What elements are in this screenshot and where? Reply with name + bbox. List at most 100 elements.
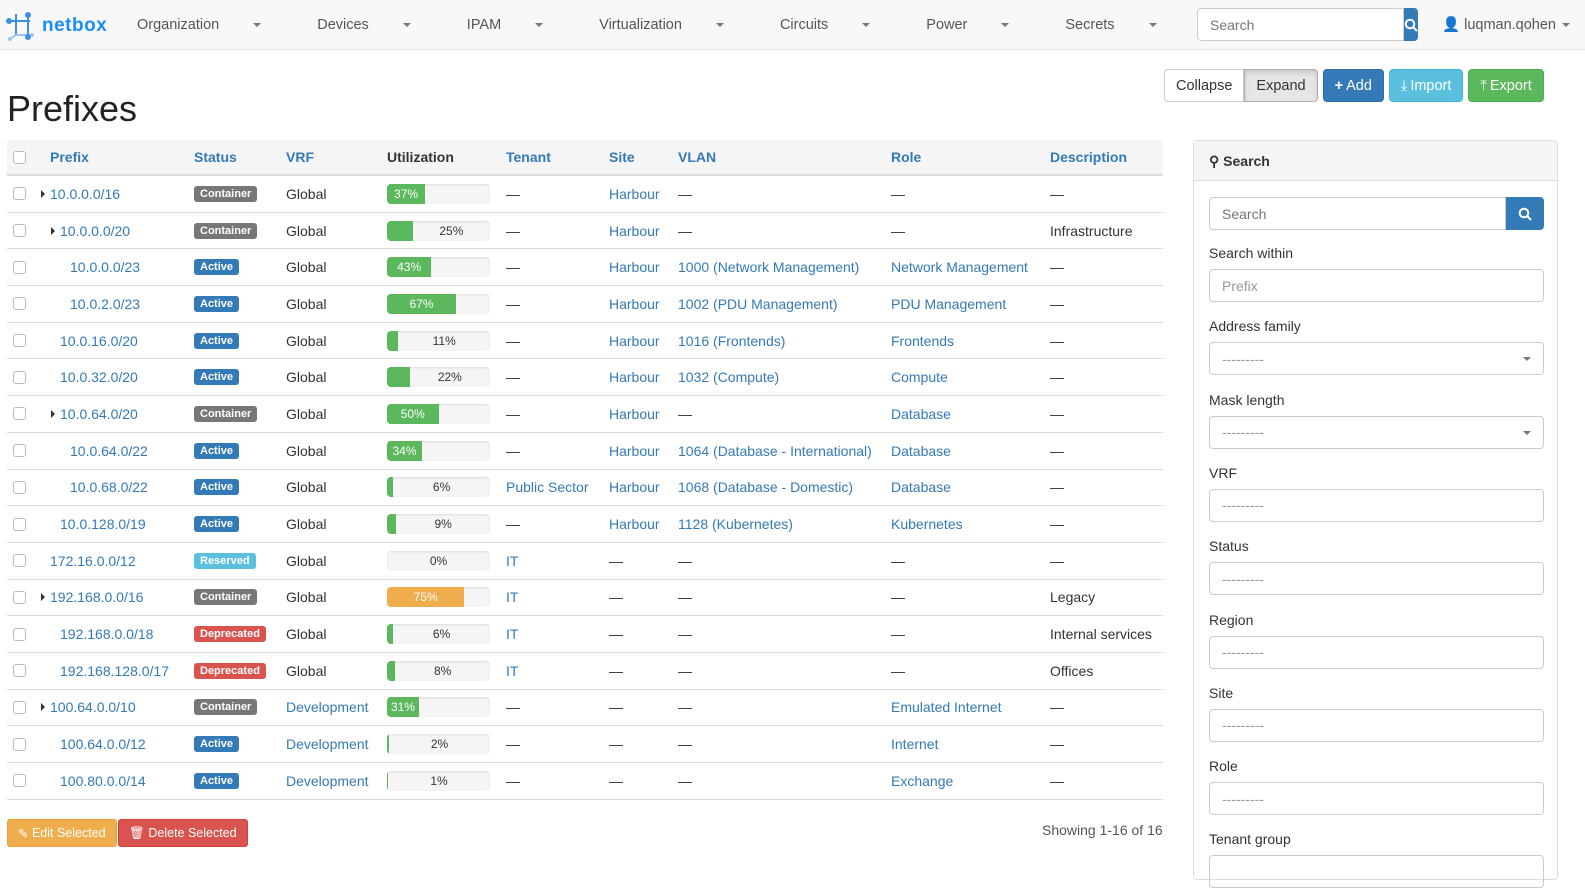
row-checkbox[interactable] [13,480,26,494]
tenant-cell[interactable]: IT [506,589,519,606]
role-cell[interactable]: Network Management [891,259,1028,276]
column-header-status[interactable]: Status [194,149,237,165]
vrf-cell[interactable]: Development [286,699,369,716]
row-checkbox[interactable] [13,664,26,678]
menu-ipam[interactable]: IPAM [467,17,571,33]
prefix-link[interactable]: 10.0.64.0/20 [60,405,138,422]
row-checkbox[interactable] [13,260,26,274]
site-cell[interactable]: Harbour [609,332,660,349]
row-checkbox[interactable] [13,407,26,421]
expand-caret-icon[interactable] [41,189,45,198]
vlan-cell[interactable]: 1068 (Database - Domestic) [678,479,854,496]
role-cell[interactable]: Database [891,442,951,459]
role-cell[interactable]: Frontends [891,332,955,349]
menu-organization[interactable]: Organization [137,17,289,33]
column-header-vrf[interactable]: VRF [286,149,314,165]
filter-role-input[interactable]: --------- [1209,782,1544,816]
filter-site-input[interactable]: --------- [1209,708,1544,742]
role-cell[interactable]: Internet [891,736,939,753]
row-checkbox[interactable] [13,700,26,714]
column-header-tenant[interactable]: Tenant [506,149,551,165]
expand-caret-icon[interactable] [41,593,45,602]
expand-caret-icon[interactable] [41,703,45,712]
vlan-cell[interactable]: 1128 (Kubernetes) [678,516,793,533]
site-cell[interactable]: Harbour [609,479,660,496]
expand-button[interactable]: Expand [1244,69,1318,102]
tenant-cell[interactable]: IT [506,626,519,643]
expand-caret-icon[interactable] [51,409,55,418]
role-cell[interactable]: Exchange [891,772,954,789]
menu-secrets[interactable]: Secrets [1065,17,1184,33]
tenant-cell[interactable]: IT [506,662,519,679]
row-checkbox[interactable] [13,517,26,531]
site-cell[interactable]: Harbour [609,185,660,202]
vlan-cell[interactable]: 1002 (PDU Management) [678,295,838,312]
prefix-link[interactable]: 10.0.0.0/20 [60,222,131,239]
row-checkbox[interactable] [13,554,26,568]
row-checkbox[interactable] [13,370,26,384]
column-header-vlan[interactable]: VLAN [678,149,717,165]
export-button[interactable]: ⤒ Export [1468,69,1544,102]
prefix-link[interactable]: 100.64.0.0/10 [50,699,136,716]
import-button[interactable]: ⤓ Import [1388,69,1464,102]
filter-search-button[interactable] [1506,197,1544,230]
site-cell[interactable]: Harbour [609,259,660,276]
site-cell[interactable]: Harbour [609,405,660,422]
filter-region-input[interactable]: --------- [1209,635,1544,669]
vrf-cell[interactable]: Development [286,736,369,753]
row-checkbox[interactable] [13,297,26,311]
role-cell[interactable]: Emulated Internet [891,699,1002,716]
nav-search-button[interactable] [1404,8,1418,41]
select-all-checkbox[interactable] [13,150,26,164]
site-cell[interactable]: Harbour [609,295,660,312]
row-checkbox[interactable] [13,187,26,201]
role-cell[interactable]: Kubernetes [891,516,963,533]
prefix-link[interactable]: 10.0.68.0/22 [70,479,148,496]
filter-status-input[interactable]: --------- [1209,562,1544,596]
menu-circuits[interactable]: Circuits [780,17,898,33]
role-cell[interactable]: Compute [891,369,948,386]
vlan-cell[interactable]: 1000 (Network Management) [678,259,860,276]
add-button[interactable]: + Add [1322,69,1384,102]
site-cell[interactable]: Harbour [609,222,660,239]
menu-virtualization[interactable]: Virtualization [599,17,752,33]
row-checkbox[interactable] [13,627,26,641]
filter-address-family-select[interactable]: --------- [1209,342,1544,376]
menu-power[interactable]: Power [926,17,1037,33]
row-checkbox[interactable] [13,774,26,788]
prefix-link[interactable]: 10.0.64.0/22 [70,442,148,459]
row-checkbox[interactable] [13,334,26,348]
column-header-site[interactable]: Site [609,149,635,165]
prefix-link[interactable]: 10.0.32.0/20 [60,369,138,386]
column-header-prefix[interactable]: Prefix [50,149,89,165]
site-cell[interactable]: Harbour [609,516,660,533]
collapse-button[interactable]: Collapse [1164,69,1245,102]
user-menu[interactable]: 👤 luqman.qohen [1442,16,1571,33]
filter-search-within-input[interactable]: Prefix [1209,269,1544,302]
site-cell[interactable]: Harbour [609,442,660,459]
prefix-link[interactable]: 172.16.0.0/12 [50,552,136,569]
filter-mask-length-select[interactable]: --------- [1209,415,1544,449]
row-checkbox[interactable] [13,224,26,238]
row-checkbox[interactable] [13,737,26,751]
column-header-role[interactable]: Role [891,149,922,165]
tenant-cell[interactable]: IT [506,552,519,569]
role-cell[interactable]: PDU Management [891,295,1007,312]
delete-selected-button[interactable]: 🗑 Delete Selected [118,819,248,847]
site-cell[interactable]: Harbour [609,369,660,386]
role-cell[interactable]: Database [891,405,951,422]
prefix-link[interactable]: 192.168.128.0/17 [60,662,169,679]
prefix-link[interactable]: 10.0.128.0/19 [60,516,146,533]
tenant-cell[interactable]: Public Sector [506,479,589,496]
prefix-link[interactable]: 10.0.16.0/20 [60,332,138,349]
filter-vrf-input[interactable]: --------- [1209,488,1544,522]
prefix-link[interactable]: 192.168.0.0/18 [60,626,154,643]
vrf-cell[interactable]: Development [286,772,369,789]
menu-devices[interactable]: Devices [317,17,439,33]
prefix-link[interactable]: 100.80.0.0/14 [60,772,146,789]
column-header-desc[interactable]: Description [1050,149,1128,165]
vlan-cell[interactable]: 1064 (Database - International) [678,442,872,459]
prefix-link[interactable]: 10.0.2.0/23 [70,295,141,312]
prefix-link[interactable]: 10.0.0.0/16 [50,185,121,202]
expand-caret-icon[interactable] [51,226,55,235]
